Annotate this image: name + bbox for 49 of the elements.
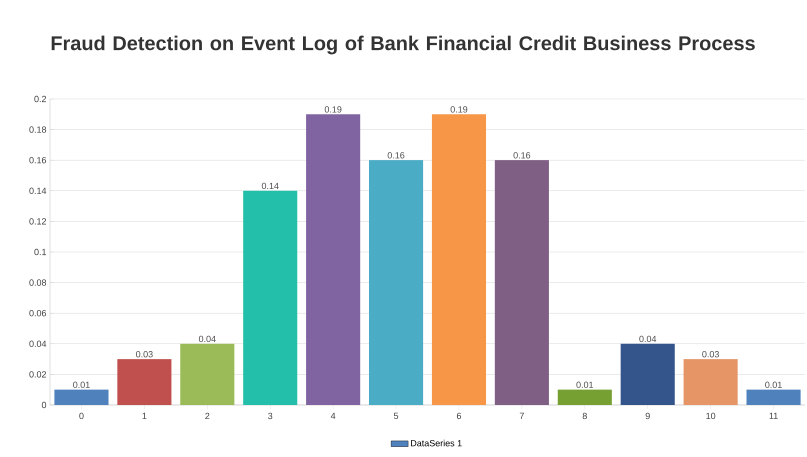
bar [620,344,675,405]
bar [558,390,612,405]
y-tick-label: 0.12 [29,218,46,225]
bar [369,160,424,405]
data-label: 0.03 [702,351,719,358]
chart-title: Fraud Detection on Event Log of Bank Financial Credit Business Process [52,36,755,54]
x-tick-label: 10 [706,412,716,420]
y-tick-label: 0.14 [29,188,46,194]
x-tick-label: 3 [268,412,272,420]
bar [117,359,172,405]
y-tick-label: 0.08 [29,279,46,286]
data-label: 0.01 [765,382,782,388]
y-tick-label: 0.1 [34,248,46,256]
bar [180,344,234,405]
data-label: 0.19 [324,106,342,113]
x-tick-label: 4 [330,412,336,419]
x-tick-label: 0 [79,412,84,420]
bar [243,190,298,405]
y-tick-label: 0.04 [29,340,46,347]
bar [746,390,801,405]
bar [494,160,549,405]
data-label: 0.03 [136,351,153,358]
x-tick-label: 2 [205,412,210,420]
data-label: 0.19 [450,106,468,113]
x-tick-label: 1 [142,412,146,419]
data-label: 0.04 [639,336,656,342]
x-tick-label: 7 [520,412,524,419]
y-tick-label: 0.06 [29,310,46,316]
y-tick-label: 0.2 [34,96,46,102]
y-tick-label: 0.18 [29,126,46,133]
bar [432,114,486,405]
data-label: 0.16 [514,152,530,158]
legend-label: DataSeries 1 [411,440,462,446]
y-tick-label: 0.16 [29,157,46,164]
x-tick-label: 11 [770,412,778,419]
data-label: 0.01 [576,382,594,388]
data-label: 0.04 [198,336,216,342]
x-tick-label: 5 [394,412,398,420]
data-label: 0.16 [388,152,404,158]
y-tick-label: 0.02 [29,371,46,378]
data-label: 0.01 [73,382,90,388]
bar [684,359,738,405]
x-tick-label: 6 [456,412,462,420]
x-tick-label: 9 [646,412,650,420]
data-label: 0.14 [262,182,279,190]
bar [306,114,360,405]
y-tick-label: 0 [42,402,46,408]
x-tick-label: 8 [582,412,587,420]
bar [54,390,109,405]
